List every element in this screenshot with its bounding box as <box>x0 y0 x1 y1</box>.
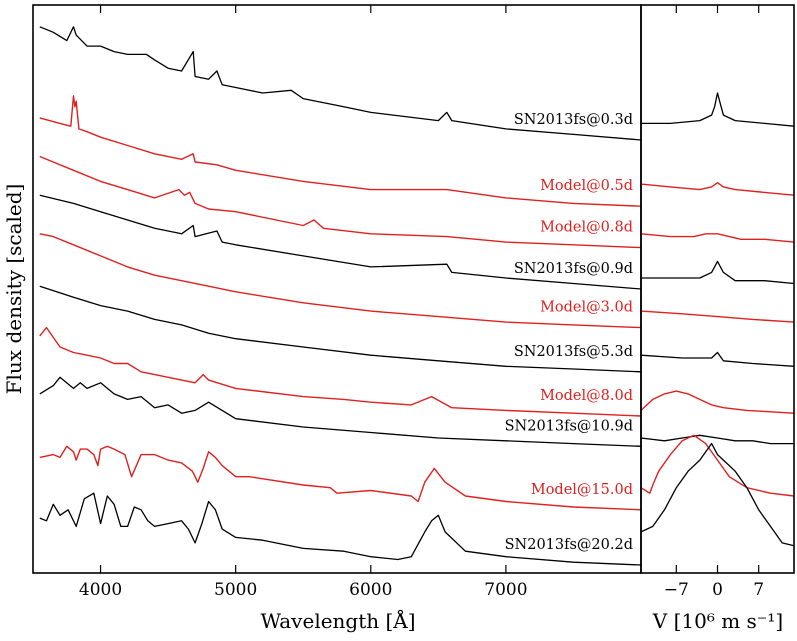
velocity-series-sn2013fs-0-3d <box>641 92 795 127</box>
wavelength-series-sn2013fs-0-9d <box>39 194 642 290</box>
wavelength-series-sn2013fs-20-2d <box>39 492 642 566</box>
wavelength-panel: SN2013fs@0.3d Model@0.5d Model@0.8d SN2013f… <box>32 4 642 600</box>
velocity-series-model-3-0d <box>640 310 795 323</box>
series-label-model-0-8d: Model@0.8d <box>540 220 633 236</box>
velocity-series-model-8-0d <box>640 390 795 414</box>
series-label-sn2013fs-20-2d: SN2013fs@20.2d <box>505 537 633 553</box>
y-axis-title: Flux density [scaled] <box>2 184 26 395</box>
series-label-model-0-5d: Model@0.5d <box>540 178 633 194</box>
wavelength-series-sn2013fs-10-9d <box>39 376 642 447</box>
series-label-sn2013fs-0-9d: SN2013fs@0.9d <box>514 261 633 277</box>
wavelength-series-sn2013fs-5-3d <box>39 285 642 373</box>
velocity-series-sn2013fs-20-2d <box>640 442 795 547</box>
velocity-tick-label-1: 0 <box>712 580 723 600</box>
series-label-sn2013fs-10-9d: SN2013fs@10.9d <box>505 418 633 434</box>
velocity-tick-label-2: 7 <box>753 580 764 600</box>
wavelength-series-model-8-0d <box>39 326 642 417</box>
wavelength-series-model-0-8d <box>39 155 642 249</box>
velocity-series-model-15-0d <box>640 434 795 497</box>
velocity-series-sn2013fs-10-9d <box>640 434 794 445</box>
wavelength-series-model-3-0d <box>39 233 642 329</box>
velocity-tick-label-0: −7 <box>664 580 689 600</box>
velocity-panel: −7 0 7 <box>640 4 795 600</box>
series-label-model-8-0d: Model@8.0d <box>540 388 633 404</box>
x-axis-title-wavelength: Wavelength [Å] <box>260 608 415 633</box>
wavelength-series-sn2013fs-0-3d <box>39 26 642 141</box>
wavelength-tick-label-1: 5000 <box>214 580 257 600</box>
velocity-series-sn2013fs-5-3d <box>640 351 795 367</box>
series-label-model-15-0d: Model@15.0d <box>531 482 633 498</box>
wavelength-tick-label-2: 6000 <box>349 580 392 600</box>
series-label-sn2013fs-5-3d: SN2013fs@5.3d <box>514 344 633 360</box>
series-label-sn2013fs-0-3d: SN2013fs@0.3d <box>514 112 633 128</box>
wavelength-series-model-15-0d <box>39 445 642 511</box>
x-axis-title-velocity: V [10⁶ m s⁻¹] <box>652 609 783 633</box>
right-plot-frame <box>640 4 795 574</box>
wavelength-tick-label-0: 4000 <box>79 580 122 600</box>
wavelength-series-model-0-5d <box>39 95 642 207</box>
velocity-series-sn2013fs-0-9d <box>641 260 795 285</box>
series-label-model-3-0d: Model@3.0d <box>540 300 633 316</box>
velocity-series-model-0-5d <box>640 181 795 196</box>
velocity-series-model-0-8d <box>640 233 795 243</box>
wavelength-tick-label-3: 7000 <box>484 580 527 600</box>
